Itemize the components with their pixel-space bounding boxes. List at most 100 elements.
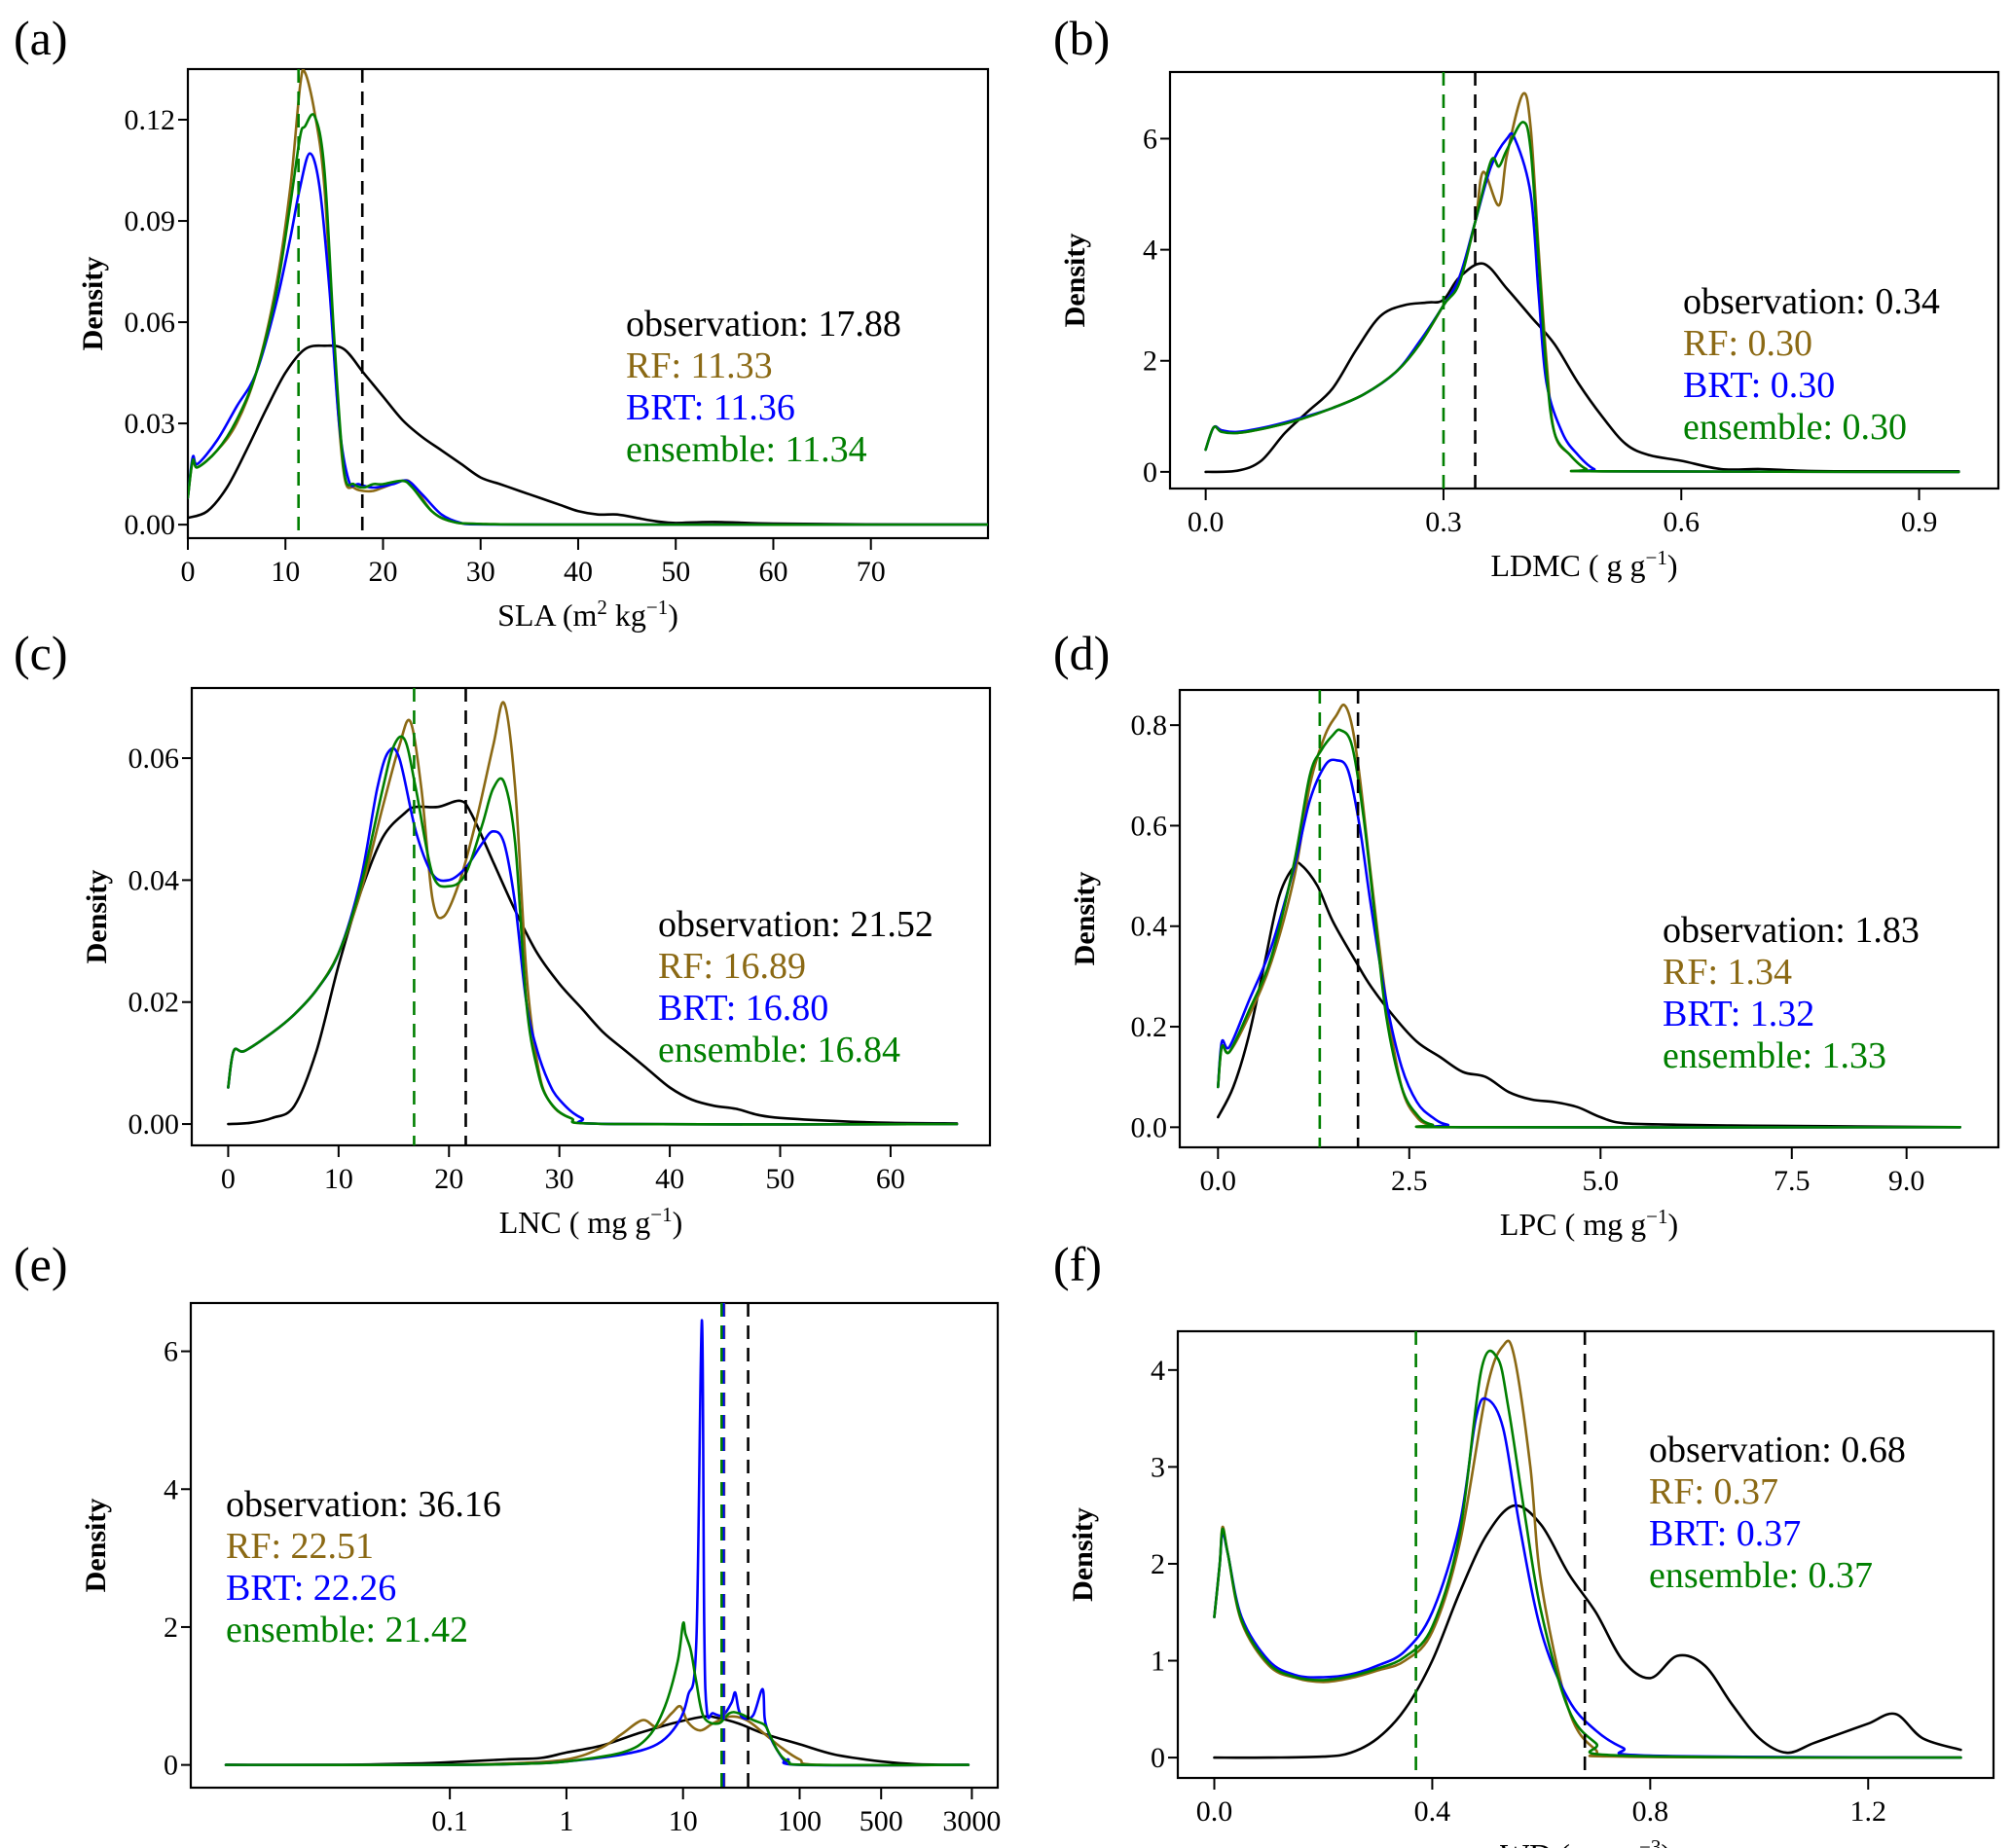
x-axis-title-superscript: −1	[1646, 546, 1667, 569]
x-tick-label: 0.0	[1200, 1165, 1237, 1197]
legend-entry-observation: observation: 1.83	[1663, 910, 1920, 951]
panel-f: (f) 0 1 2 3 4 0.0 0.4 0.8 1.2 Density WD ( g cm−3) o…	[1053, 1237, 1995, 1848]
panel-label: (a)	[14, 11, 68, 65]
legend-entry-brt: BRT: 11.36	[626, 387, 795, 428]
x-axis-title-part: WD ( g cm	[1500, 1837, 1639, 1848]
y-tick-label: 0	[1151, 1742, 1165, 1774]
x-axis-title-superscript: −1	[1646, 1205, 1667, 1228]
x-axis-title-part: )	[1667, 548, 1678, 583]
series-line-rf	[188, 69, 988, 526]
x-tick-label: 0.8	[1632, 1795, 1669, 1828]
legend-entry-rf: RF: 22.51	[226, 1526, 374, 1567]
y-axis-title: Density	[1067, 1507, 1099, 1602]
x-axis-title-part: )	[668, 598, 678, 633]
legend-entry-brt: BRT: 0.37	[1649, 1513, 1801, 1554]
y-axis-title: Density	[77, 257, 109, 351]
panel-b: (b) 0 2 4 6 0.0 0.3 0.6 0.9 Density LDMC ( g g−1) o…	[1053, 11, 2000, 583]
series-line-observation	[188, 344, 988, 526]
series-line-ensemble	[188, 113, 988, 526]
x-tick-label: 30	[545, 1163, 574, 1195]
y-tick-label: 0	[164, 1750, 178, 1782]
y-tick-label: 0.00	[125, 509, 176, 541]
legend-entry-observation: observation: 17.88	[626, 304, 901, 344]
x-tick-label: 30	[466, 556, 495, 588]
x-tick-label: 1	[559, 1805, 573, 1837]
y-axis-title: Density	[1059, 234, 1091, 328]
legend-entry-ensemble: ensemble: 11.34	[626, 429, 867, 470]
plot-area	[1213, 1331, 1962, 1778]
plot-frame	[190, 686, 992, 1147]
x-axis-title: SLA (m2 kg−1)	[497, 596, 678, 633]
panel-label: (d)	[1053, 626, 1110, 680]
x-tick-label: 50	[661, 556, 690, 588]
plot-frame	[1168, 70, 2000, 490]
x-tick-label: 40	[655, 1163, 684, 1195]
x-tick-label: 3000	[942, 1805, 1001, 1837]
y-tick-label: 0.4	[1131, 911, 1168, 943]
plot-frame	[189, 1301, 1000, 1790]
panel-label: (b)	[1053, 11, 1110, 65]
x-tick-label: 0.6	[1664, 506, 1701, 538]
x-tick-label: 0.1	[431, 1805, 468, 1837]
series-line-ensemble	[1204, 121, 1960, 474]
panel-label: (e)	[14, 1237, 68, 1291]
legend-entry-observation: observation: 0.68	[1649, 1430, 1906, 1470]
y-tick-label: 0.06	[125, 307, 176, 339]
plot-area	[1217, 690, 1961, 1147]
y-tick-label: 0.0	[1131, 1111, 1168, 1143]
x-tick-label: 20	[368, 556, 397, 588]
x-axis-title-part: )	[1667, 1207, 1678, 1242]
x-tick-label: 100	[778, 1805, 822, 1837]
legend-entry-rf: RF: 1.34	[1663, 952, 1792, 993]
series-line-rf	[1213, 1339, 1962, 1759]
series-line-observation	[1213, 1504, 1962, 1759]
x-axis-title: LPC ( mg g−1)	[1500, 1205, 1678, 1242]
x-axis-title-part: LPC ( mg g	[1500, 1207, 1646, 1242]
x-axis-title-part: kg	[607, 598, 646, 633]
x-tick-label: 0	[221, 1163, 236, 1195]
panel-a: (a) 0.00 0.03 0.06 0.09 0.12 0 10 20 30 40 50 60 70 De…	[14, 11, 990, 633]
legend-entry-observation: observation: 36.16	[226, 1484, 501, 1525]
y-tick-label: 0.2	[1131, 1011, 1168, 1043]
x-axis-title: LNC ( mg g−1)	[499, 1203, 683, 1240]
y-tick-label: 2	[164, 1612, 178, 1644]
plot-area	[1204, 72, 1960, 489]
x-tick-label: 0.9	[1901, 506, 1938, 538]
y-tick-label: 4	[1143, 235, 1157, 267]
y-tick-label: 0	[1143, 456, 1157, 489]
panel-label: (c)	[14, 626, 68, 680]
series-line-ensemble	[227, 735, 959, 1126]
x-tick-label: 0.0	[1196, 1795, 1233, 1828]
y-tick-label: 0.06	[128, 743, 180, 775]
x-axis-title-superscript: 2	[597, 596, 607, 619]
y-tick-label: 1	[1151, 1646, 1165, 1678]
legend-entry-ensemble: ensemble: 21.42	[226, 1610, 468, 1650]
x-tick-label: 20	[434, 1163, 463, 1195]
legend-entry-ensemble: ensemble: 0.30	[1683, 407, 1907, 448]
plot-frame	[186, 67, 990, 540]
plot-area	[224, 1303, 970, 1788]
x-tick-label: 2.5	[1391, 1165, 1428, 1197]
legend-entry-rf: RF: 11.33	[626, 345, 773, 386]
legend-entry-brt: BRT: 16.80	[658, 988, 828, 1029]
y-axis-title: Density	[81, 870, 113, 964]
y-tick-label: 4	[164, 1473, 178, 1505]
x-tick-label: 1.2	[1849, 1795, 1886, 1828]
legend-entry-observation: observation: 0.34	[1683, 281, 1940, 322]
y-tick-label: 2	[1151, 1548, 1165, 1580]
x-tick-label: 40	[564, 556, 593, 588]
x-tick-label: 0.0	[1188, 506, 1225, 538]
x-axis-title: LDMC ( g g−1)	[1490, 546, 1677, 583]
plot-area	[188, 69, 988, 538]
plot-area	[227, 688, 959, 1145]
y-tick-label: 6	[1143, 123, 1157, 155]
x-tick-label: 5.0	[1583, 1165, 1620, 1197]
legend-entry-rf: RF: 0.30	[1683, 323, 1812, 364]
series-line-observation	[224, 1715, 970, 1767]
x-tick-label: 0	[181, 556, 196, 588]
x-tick-label: 10	[271, 556, 300, 588]
y-tick-label: 0.03	[125, 408, 176, 440]
y-tick-label: 2	[1143, 345, 1157, 378]
